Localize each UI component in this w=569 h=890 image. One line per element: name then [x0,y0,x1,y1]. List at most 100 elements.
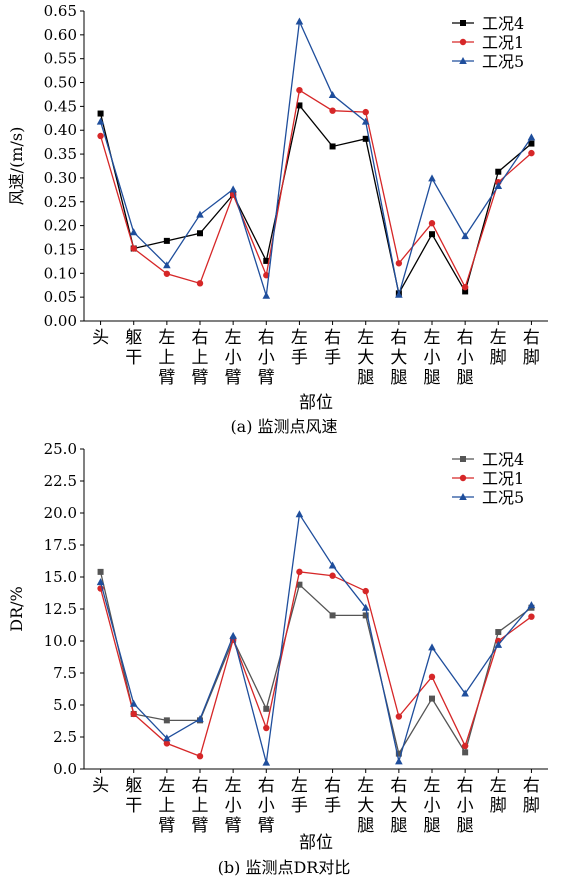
data-point [461,742,469,750]
legend-marker [459,38,467,46]
y-tick-label: 2.5 [53,728,77,746]
x-tick-label: 左小腿 [424,328,441,388]
data-point [96,117,105,125]
series-工况4 [97,568,535,757]
series-工况5 [96,510,536,766]
data-point [196,210,204,218]
legend-marker [460,456,466,462]
data-point [462,288,469,295]
data-point [196,280,204,287]
legend-marker [459,493,467,500]
legend-label: 工况1 [482,33,524,52]
data-point [263,705,270,712]
data-point [362,612,369,619]
data-point [328,90,337,98]
data-point [395,260,403,267]
y-tick-label: 15.0 [44,568,77,586]
series-line [99,571,532,758]
y-tick-label: 0.65 [44,2,77,20]
data-point [296,581,303,588]
data-point [361,603,370,611]
legend-label: 工况4 [482,450,524,469]
data-point [329,107,336,114]
y-tick-label: 0.0 [53,760,77,778]
x-axis-title: 部位 [299,393,333,413]
series-工况1 [97,86,535,291]
x-tick-label: 左小臂 [225,776,242,836]
data-point [129,228,138,236]
x-tick-label: 左大腿 [357,776,374,836]
data-point [130,245,137,252]
legend-label: 工况1 [482,469,524,488]
y-tick-label: 0.25 [44,193,77,211]
x-tick-label: 右上臂 [192,776,209,836]
y-tick-label: 5.0 [53,696,77,714]
series-工况1 [97,568,535,760]
x-tick-label: 右小臂 [258,776,275,836]
data-point [328,561,337,569]
y-tick-label: 0.10 [44,264,77,282]
panel-caption: (a) 监测点风速 [230,417,337,436]
data-point [495,168,502,175]
data-point [528,149,535,157]
series-line [99,103,532,296]
data-point [296,86,303,94]
y-tick-label: 0.05 [44,288,77,306]
y-tick-label: 17.5 [44,536,77,554]
x-tick-label: 右小腿 [457,776,474,836]
y-tick-label: 0.45 [44,97,77,115]
data-point [528,613,535,620]
x-tick-label: 左脚 [490,776,507,816]
data-point [163,717,170,724]
data-point [428,673,436,681]
data-point [130,710,137,718]
data-point [329,572,336,579]
data-point [97,132,104,140]
x-tick-label: 左上臂 [158,776,175,836]
x-tick-label: 头 [92,328,109,348]
data-point [527,133,536,141]
x-tick-label: 左小腿 [424,776,441,836]
data-point [163,734,171,742]
panel-caption: (b) 监测点DR对比 [218,858,351,877]
data-point [494,182,503,190]
y-tick-label: 22.5 [44,472,77,490]
y-tick-label: 0.20 [44,217,77,235]
data-point [97,110,104,117]
data-point [429,231,435,238]
legend-label: 工况5 [482,488,524,507]
x-tick-label: 右大腿 [390,776,407,836]
y-tick-label: 0.60 [44,26,77,44]
legend-marker [460,20,466,26]
y-tick-label: 0.55 [44,50,77,68]
data-point [395,757,403,765]
y-tick-label: 20.0 [44,504,77,522]
y-tick-label: 0.50 [44,74,77,92]
data-point [361,117,370,125]
y-tick-label: 0.00 [44,312,77,330]
data-point [129,699,138,707]
data-point [263,257,270,264]
y-axis-title: DR/% [7,586,26,631]
data-point [461,689,469,697]
data-point [494,640,503,648]
data-point [229,185,237,193]
data-point [262,291,271,299]
x-axis-title: 部位 [299,833,333,853]
data-point [461,283,469,291]
x-tick-label: 左小臂 [225,328,242,388]
x-tick-label: 躯干 [125,776,142,816]
data-point [395,750,402,757]
x-tick-label: 右大腿 [390,328,407,388]
data-point [329,143,336,150]
x-tick-label: 左手 [291,328,308,368]
series-line [99,89,532,289]
x-tick-label: 右小臂 [258,328,275,388]
x-tick-label: 右手 [324,776,341,816]
data-point [97,568,104,575]
x-tick-label: 右手 [324,328,341,368]
y-tick-label: 0.15 [44,240,77,258]
y-tick-label: 12.5 [44,600,77,618]
data-point [263,724,270,732]
